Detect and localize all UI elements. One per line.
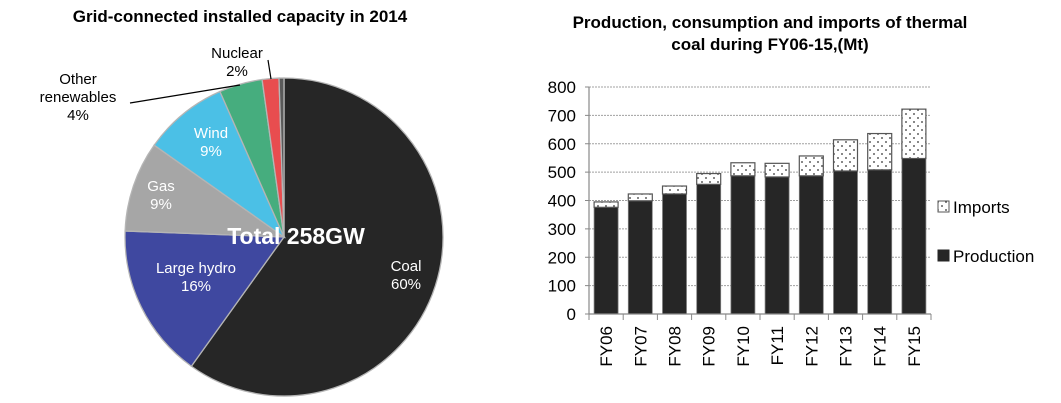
pie-label-wind: Wind 9% xyxy=(194,125,228,160)
legend-label-production: Production xyxy=(953,247,1034,266)
bar-chart: 0 100 200 300 400 500 600 700 800 FY06 FY07 FY08 FY0… xyxy=(548,78,1035,367)
leader-line-nuclear xyxy=(267,59,272,80)
bar-production-fy14 xyxy=(867,169,893,315)
x-tick-label: FY12 xyxy=(802,326,821,367)
bar-imports-fy14 xyxy=(867,132,893,171)
pie-chart: Coal 60% Large hydro 16% Gas 9% Wind 9% Other ren… xyxy=(40,45,444,397)
x-tick-label: FY06 xyxy=(597,326,616,367)
legend-swatch-production xyxy=(937,249,950,262)
bar-production-fy09 xyxy=(696,183,722,315)
bar-imports-fy11 xyxy=(764,162,790,178)
pie-label-coal: Coal 60% xyxy=(391,258,422,293)
y-tick-label: 200 xyxy=(548,248,576,267)
bar-imports-fy09 xyxy=(696,172,722,185)
pie-label-large-hydro: Large hydro 16% xyxy=(156,260,236,295)
x-tick-label: FY10 xyxy=(734,326,753,367)
legend-label-imports: Imports xyxy=(953,198,1010,217)
y-tick-label: 800 xyxy=(548,78,576,97)
x-tick-label: FY13 xyxy=(837,326,856,367)
bar-production-fy10 xyxy=(730,175,756,315)
bar-imports-fy08 xyxy=(661,185,688,195)
bar-production-fy06 xyxy=(593,206,619,315)
pie-label-nuclear: Nuclear 2% xyxy=(211,45,263,80)
x-tick-label: FY15 xyxy=(905,326,924,367)
y-tick-label: 400 xyxy=(548,192,576,211)
pie-slice-wind xyxy=(153,90,286,239)
bar-imports-fy12 xyxy=(798,155,824,177)
pie-total-label: Total 258GW xyxy=(227,223,365,249)
pie-slice-gas xyxy=(124,144,287,238)
bar-production-fy07 xyxy=(627,200,653,315)
y-tick-label: 100 xyxy=(548,277,576,296)
bar-imports-fy07 xyxy=(627,193,653,202)
x-tick-label: FY09 xyxy=(700,326,719,367)
pie-label-gas: Gas 9% xyxy=(147,178,175,213)
bar-chart-title: Production, consumption and imports of t… xyxy=(572,13,968,54)
pie-slice-large-hydro xyxy=(124,230,286,368)
bar-production-fy13 xyxy=(833,170,858,315)
bar-imports-fy06 xyxy=(593,201,619,208)
x-tick-label: FY14 xyxy=(871,326,890,367)
y-tick-label: 600 xyxy=(548,135,576,154)
pie-slice-coal xyxy=(190,77,444,397)
leader-line-other-renewables xyxy=(129,84,241,104)
bar-imports-fy10 xyxy=(730,162,756,177)
bar-imports-fy13 xyxy=(832,139,859,172)
y-tick-label: 500 xyxy=(548,163,576,182)
x-tick-label: FY08 xyxy=(666,326,685,367)
y-tick-label: 0 xyxy=(567,305,576,324)
legend-swatch-imports xyxy=(937,200,950,213)
x-tick-label: FY11 xyxy=(768,326,787,365)
bar-production-fy12 xyxy=(798,175,824,315)
pie-chart-title: Grid-connected installed capacity in 201… xyxy=(72,7,408,26)
y-tick-label: 700 xyxy=(548,106,576,125)
x-tick-label: FY07 xyxy=(631,326,650,367)
bar-production-fy15 xyxy=(901,158,927,315)
bar-production-fy11 xyxy=(764,176,790,315)
bar-imports-fy15 xyxy=(901,108,927,160)
bar-production-fy08 xyxy=(662,193,687,315)
pie-label-other-renewables: Other renewables 4% xyxy=(40,71,117,124)
y-tick-label: 300 xyxy=(548,220,576,239)
pie-slice-unlabeled xyxy=(278,77,285,238)
